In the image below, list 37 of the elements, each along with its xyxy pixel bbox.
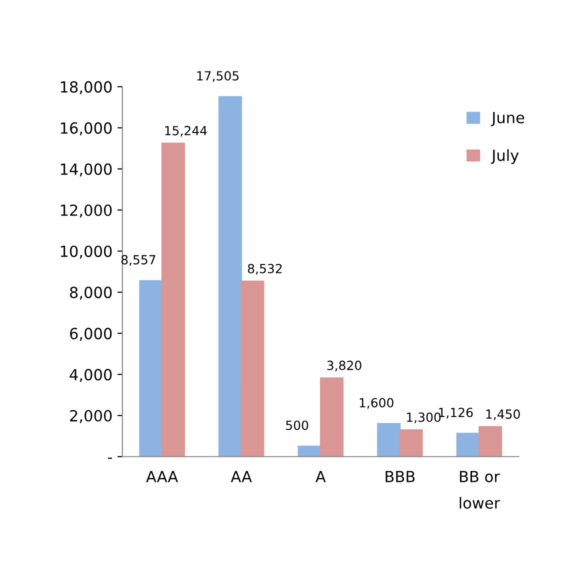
data-label: 3,820 <box>327 360 362 372</box>
x-tick-label: AA <box>230 470 252 482</box>
bar <box>320 377 344 457</box>
bar <box>298 446 322 457</box>
bar <box>139 280 163 457</box>
bar <box>456 432 480 457</box>
y-tick-label: 12,000 <box>60 204 112 218</box>
x-tick-label: BBB <box>386 470 415 482</box>
legend-label: July <box>490 149 519 164</box>
y-tick-label: 2,000 <box>70 410 112 424</box>
bar <box>218 96 242 457</box>
data-label: 500 <box>286 420 308 430</box>
x-tick-label: AAA <box>146 470 178 482</box>
y-tick-label: 8,000 <box>70 286 112 300</box>
data-label: 17,505 <box>197 71 239 82</box>
bar <box>399 429 423 457</box>
data-label: 8,532 <box>248 264 282 275</box>
data-label: 15,244 <box>165 126 207 137</box>
x-tick-label: BB or lower <box>460 470 500 509</box>
data-label: 1,300 <box>407 412 441 424</box>
y-tick-label: 4,000 <box>70 368 112 382</box>
data-label: 1,126 <box>439 408 473 418</box>
bar <box>478 426 502 457</box>
y-tick-label: 6,000 <box>70 328 112 341</box>
bar <box>377 423 401 457</box>
data-label: 8,557 <box>121 255 156 266</box>
y-tick-label: 16,000 <box>60 122 112 136</box>
y-tick-label: 14,000 <box>60 163 112 176</box>
y-tick-label: - <box>108 458 112 459</box>
data-label: 1,450 <box>486 409 520 420</box>
y-tick-label: 18,000 <box>60 81 112 94</box>
bar <box>161 142 185 457</box>
x-tick-label: A <box>316 470 326 482</box>
bar <box>240 280 264 457</box>
data-label: 1,600 <box>360 398 394 409</box>
y-tick-label: 10,000 <box>60 246 112 259</box>
legend-label: June <box>490 112 524 126</box>
